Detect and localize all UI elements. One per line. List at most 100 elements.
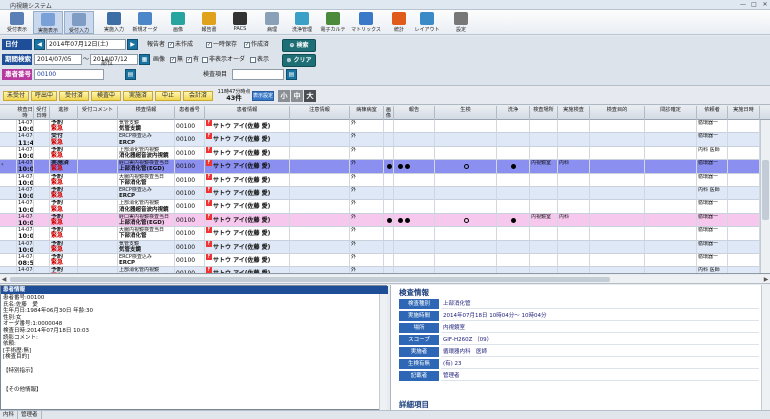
column-header[interactable]: 検査日時	[17, 106, 34, 120]
column-header[interactable]: 患者情報	[205, 106, 290, 120]
view-settings-button[interactable]: 表示設定	[252, 91, 274, 101]
toolbar-report-button[interactable]: 報告書	[194, 11, 224, 34]
patient-info-line: 【特別指示】	[3, 367, 37, 374]
scroll-thumb[interactable]	[762, 160, 769, 220]
size-medium-button[interactable]: 中	[291, 90, 303, 102]
calendar-icon[interactable]: ▦	[139, 54, 150, 65]
toolbar-reception-input-button[interactable]: 受付入力	[64, 11, 94, 34]
toolbar-settings-button[interactable]: 設定	[446, 11, 476, 34]
table-row[interactable]: 14-07-111:44受付緊急ERCP検査込みERCP00100Fサトウ アイ…	[0, 133, 760, 147]
table-row[interactable]: 14-07-110:04予約緊急大腸内視鏡検査当日下部消化管00100Fサトウ …	[0, 173, 760, 187]
toolbar-pathology-button[interactable]: 病理	[257, 11, 287, 34]
status-cancelled-button[interactable]: 中止	[155, 91, 181, 101]
column-header[interactable]: 実施検査	[558, 106, 590, 120]
toolbar-layout-button[interactable]: レイアウト	[412, 11, 442, 34]
exam-time: 10:04	[18, 232, 34, 241]
patient-info-scrollbar[interactable]	[379, 294, 387, 410]
table-row[interactable]: 14-07-110:00予約緊急経口実内視鏡検査当日上部消化管(EGD)0010…	[0, 213, 760, 228]
chk-no-image[interactable]: ✓ 無	[170, 54, 183, 65]
checkbox[interactable]: ✓	[244, 41, 250, 48]
toolbar-matrix-button[interactable]: マトリックス	[351, 11, 381, 34]
table-row[interactable]: 14-07-110:04予約緊急気管支鏡気管支鏡00100Fサトウ アイ(佐藤 …	[0, 120, 760, 134]
row-marker-cell: *	[0, 160, 17, 174]
toolbar-image-button[interactable]: 画像	[163, 11, 193, 34]
table-row[interactable]: 14-07-110:04予約緊急大腸内視鏡検査当日下部消化管00100Fサトウ …	[0, 227, 760, 241]
column-header[interactable]: 報告	[394, 106, 435, 120]
checkbox[interactable]: ✓	[170, 56, 176, 63]
scroll-thumb[interactable]	[10, 277, 610, 282]
table-row[interactable]: 14-07-110:04予約緊急上部消化管内視鏡消化器超音波内視鏡00100Fサ…	[0, 146, 760, 161]
scroll-right-icon[interactable]: ▶	[763, 276, 769, 283]
column-header[interactable]: 進捗	[50, 106, 78, 120]
maximize-button[interactable]: □	[751, 1, 757, 8]
exam-info-scrollbar[interactable]	[761, 285, 770, 410]
patient-name: サトウ アイ(佐藤 愛)	[213, 257, 271, 264]
prev-date-button[interactable]: ◀	[34, 39, 45, 50]
patient-search-icon[interactable]: ▤	[125, 69, 136, 80]
column-header[interactable]: 注意情報	[290, 106, 350, 120]
status-not-received-button[interactable]: 未受付	[3, 91, 29, 101]
checkbox[interactable]	[250, 56, 256, 63]
column-header[interactable]: 検査情報	[118, 106, 175, 120]
chk-created[interactable]: ✓ 作成済	[244, 39, 269, 50]
period-to-field[interactable]: 2014/07/12	[90, 54, 138, 65]
table-row[interactable]: *14-07-110:03実施済緊急経口実内視鏡検査当日上部消化管(EGD)00…	[0, 160, 760, 174]
toolbar-execution-input-button[interactable]: 実施入力	[99, 11, 129, 34]
next-date-button[interactable]: ▶	[127, 39, 138, 50]
size-small-button[interactable]: 小	[278, 90, 290, 102]
table-row[interactable]: 14-07-110:04予約緊急上部消化管内視鏡消化器超音波内視鏡00100Fサ…	[0, 200, 760, 214]
checkbox[interactable]: ✓	[186, 56, 192, 63]
grid-vertical-scrollbar[interactable]	[760, 120, 770, 273]
table-row[interactable]: 14-07-108:58予約緊急ERCP検査込みERCP00100Fサトウ アイ…	[0, 254, 760, 268]
reception-comment-cell	[78, 227, 118, 241]
column-header[interactable]: 画像	[384, 106, 394, 120]
checkbox[interactable]: ✓	[206, 41, 212, 48]
toolbar-new-order-button[interactable]: 新規オーダ	[130, 11, 160, 34]
checkbox[interactable]	[202, 56, 208, 63]
column-header[interactable]: 患者番号	[175, 106, 205, 120]
scroll-left-icon[interactable]: ◀	[1, 276, 7, 283]
toolbar-reception-button[interactable]: 受付表示	[2, 11, 32, 34]
chk-show[interactable]: 表示	[250, 54, 269, 65]
column-header[interactable]: 病棟病室	[350, 106, 384, 120]
date-field[interactable]: 2014年07月12日(土)	[46, 39, 126, 50]
status-examining-button[interactable]: 検査中	[91, 91, 121, 101]
column-header[interactable]: 検査場所	[530, 106, 558, 120]
toolbar-emr-button[interactable]: 電子カルテ	[318, 11, 348, 34]
table-row[interactable]: 14-07-110:04予約緊急気管支鏡気管支鏡00100Fサトウ アイ(佐藤 …	[0, 240, 760, 254]
status-calling-button[interactable]: 呼出中	[31, 91, 57, 101]
minimize-button[interactable]: —	[740, 1, 746, 8]
column-header[interactable]: 受付日時	[34, 106, 50, 120]
status-billed-button[interactable]: 会計済	[183, 91, 213, 101]
size-large-button[interactable]: 大	[304, 90, 316, 102]
toolbar-stats-button[interactable]: 統計	[384, 11, 414, 34]
grid-horizontal-scrollbar[interactable]: ◀ ▶	[0, 275, 770, 284]
column-header[interactable]: 洗浄	[497, 106, 530, 120]
column-header[interactable]: 問診確定	[645, 106, 697, 120]
table-row[interactable]: 14-07-110:04予約緊急ERCP検査込みERCP00100Fサトウ アイ…	[0, 187, 760, 201]
exam-item-search-icon[interactable]: ▤	[286, 69, 297, 80]
column-header[interactable]: 生検	[435, 106, 497, 120]
patient-id-field[interactable]: 00100	[34, 69, 104, 80]
period-from-field[interactable]: 2014/07/05	[34, 54, 82, 65]
search-button[interactable]: ⊕ 検索	[282, 39, 316, 52]
column-header[interactable]: 依頼者	[697, 106, 728, 120]
chk-hidden-order[interactable]: 非表示オーダ	[202, 54, 245, 65]
chk-has-image[interactable]: ✓ 有	[186, 54, 199, 65]
clear-button[interactable]: ⊗ クリア	[282, 54, 316, 67]
chk-temp-save[interactable]: ✓ 一時保存	[206, 39, 237, 50]
toolbar-pacs-button[interactable]: PACS	[225, 11, 255, 34]
patient-info-text[interactable]: 患者番号:00100 氏名:佐藤 愛生年月日:1984年06月30日 年齢:30 性…	[3, 295, 375, 394]
status-done-button[interactable]: 実施済	[123, 91, 153, 101]
toolbar-execution-view-button[interactable]: 実施表示	[33, 11, 63, 34]
chk-unmade[interactable]: ✓ 未作成	[168, 39, 193, 50]
checkbox[interactable]: ✓	[168, 41, 174, 48]
exam-item-field[interactable]	[232, 69, 284, 80]
table-row[interactable]: 14-07-110:04予約緊急上部消化管内視鏡消化器超音波内視鏡00100Fサ…	[0, 267, 760, 273]
column-header[interactable]: 検査目的	[590, 106, 645, 120]
status-received-button[interactable]: 受付済	[59, 91, 89, 101]
column-header[interactable]: 受付コメント	[78, 106, 118, 120]
column-header[interactable]: 実施日時	[728, 106, 760, 120]
close-button[interactable]: ✕	[762, 1, 768, 8]
toolbar-wash-button[interactable]: 洗浄管理	[287, 11, 317, 34]
